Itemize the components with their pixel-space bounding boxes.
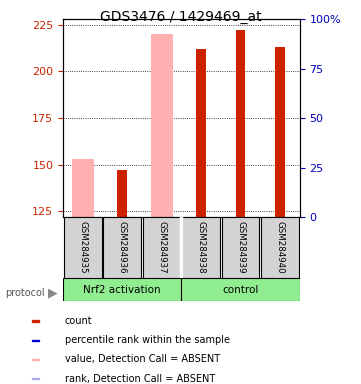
Bar bbox=[103, 217, 141, 278]
Bar bbox=[143, 217, 180, 278]
Text: GDS3476 / 1429469_at: GDS3476 / 1429469_at bbox=[100, 10, 261, 23]
Text: ▶: ▶ bbox=[48, 286, 57, 299]
Text: GSM284940: GSM284940 bbox=[275, 221, 284, 274]
Bar bbox=[32, 359, 39, 360]
Text: GSM284935: GSM284935 bbox=[78, 221, 87, 274]
Bar bbox=[64, 217, 102, 278]
Bar bbox=[32, 339, 39, 341]
Text: GSM284937: GSM284937 bbox=[157, 221, 166, 274]
Bar bbox=[182, 217, 220, 278]
Bar bbox=[151, 34, 173, 217]
Text: Nrf2 activation: Nrf2 activation bbox=[83, 285, 161, 295]
Bar bbox=[236, 30, 245, 217]
Bar bbox=[261, 217, 299, 278]
Text: GSM284936: GSM284936 bbox=[118, 221, 127, 274]
Bar bbox=[32, 378, 39, 379]
Bar bbox=[32, 320, 39, 322]
Text: GSM284939: GSM284939 bbox=[236, 222, 245, 274]
Bar bbox=[196, 49, 206, 217]
Text: count: count bbox=[65, 316, 93, 326]
Text: value, Detection Call = ABSENT: value, Detection Call = ABSENT bbox=[65, 354, 220, 364]
Text: GSM284938: GSM284938 bbox=[197, 221, 206, 274]
Bar bbox=[117, 170, 127, 217]
Text: protocol: protocol bbox=[5, 288, 45, 298]
Bar bbox=[72, 159, 94, 217]
Text: rank, Detection Call = ABSENT: rank, Detection Call = ABSENT bbox=[65, 374, 215, 384]
Text: control: control bbox=[222, 285, 259, 295]
Text: percentile rank within the sample: percentile rank within the sample bbox=[65, 335, 230, 345]
Bar bbox=[222, 217, 260, 278]
Bar bbox=[275, 47, 285, 217]
